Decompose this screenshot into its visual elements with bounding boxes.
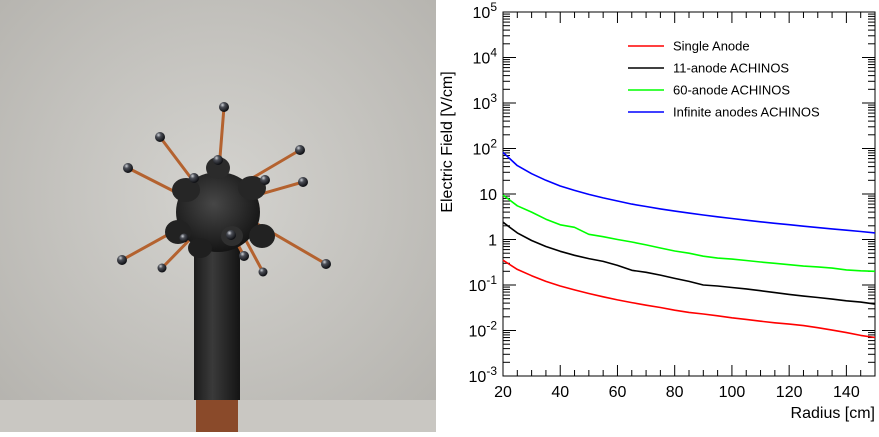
x-tick-label: 140 [833,384,860,401]
x-axis-label: Radius [cm] [791,405,875,422]
anode-balls [117,102,331,277]
copper-tube [196,395,238,432]
legend-label: Single Anode [673,39,750,54]
series-line-2 [502,221,876,305]
legend-label: 11-anode ACHINOS [673,61,789,76]
photo-panel [0,0,436,432]
chart-panel: Electric Field [V/cm] Radius [cm] 20 40 60… [436,0,879,432]
series-line-4 [502,151,876,234]
y-tick-label: 103 [473,91,498,113]
y-tick-label: 10-3 [469,364,498,386]
x-tick-label: 60 [609,384,627,401]
x-tick-label: 100 [719,384,746,401]
electric-field-chart: Electric Field [V/cm] Radius [cm] 20 40 60… [439,0,876,422]
x-tick-label: 20 [494,384,512,401]
y-tick-label: 104 [473,46,498,68]
y-axis-label-group: Electric Field [V/cm] [439,71,456,212]
x-tick-label: 80 [666,384,684,401]
series-line-3 [502,194,876,273]
series-line-1 [502,259,876,339]
y-tick-label: 102 [473,137,498,159]
y-tick-label: 1 [488,233,497,250]
y-axis-label: Electric Field [V/cm] [439,71,456,212]
y-tick-label: 10-1 [469,273,498,295]
y-tick-label: 105 [473,0,498,22]
legend-label: Infinite anodes ACHINOS [673,105,820,120]
y-tick-label: 10-2 [469,319,498,341]
y-tick-label: 10 [479,187,497,204]
legend-label: 60-anode ACHINOS [673,83,790,98]
x-tick-label: 120 [776,384,803,401]
plot-area: 20 40 60 80 100 120 140 10-3 10-2 10-1 1 10 102 103 10… [469,0,876,401]
support-stem [194,240,240,400]
x-tick-label: 40 [551,384,569,401]
achinos-detector-photo [0,0,436,432]
